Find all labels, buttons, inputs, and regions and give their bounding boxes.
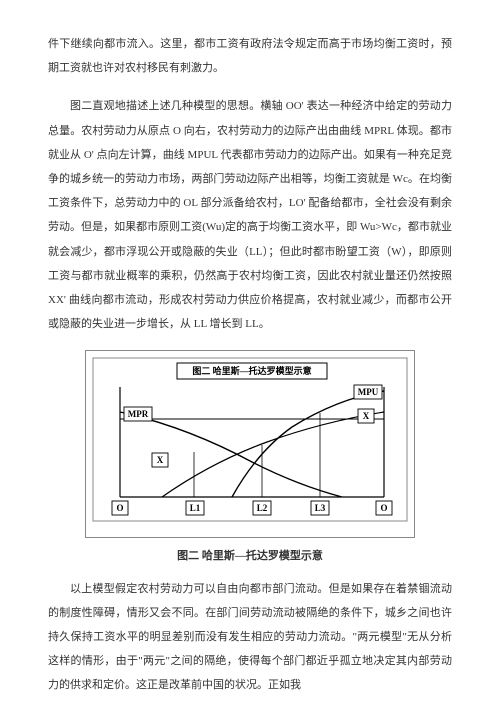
svg-text:O: O <box>116 503 123 513</box>
svg-text:O: O <box>380 503 387 513</box>
paragraph-3: 以上模型假定农村劳动力可以自由向都市部门流动。但是如果存在着禁锢流动的制度性障碍… <box>48 577 452 698</box>
figure-caption: 图二 哈里斯—托达罗模型示意 <box>85 544 415 568</box>
svg-text:MPU: MPU <box>358 387 379 397</box>
harris-todaro-diagram: 图二 哈里斯—托达罗模型示意 MPR MPU <box>92 357 408 522</box>
svg-text:X: X <box>363 411 370 421</box>
figure-inner-title: 图二 哈里斯—托达罗模型示意 <box>192 365 311 376</box>
svg-text:L1: L1 <box>190 503 201 513</box>
svg-text:L2: L2 <box>257 503 268 513</box>
figure-container: 图二 哈里斯—托达罗模型示意 MPR MPU <box>85 350 415 568</box>
paragraph-1: 件下继续向都市流入。这里，都市工资有政府法令规定而高于市场均衡工资时，预期工资就… <box>48 32 452 80</box>
svg-text:MPR: MPR <box>128 409 149 419</box>
svg-text:L3: L3 <box>315 503 326 513</box>
svg-text:X: X <box>157 455 164 465</box>
paragraph-2: 图二直观地描述上述几种模型的思想。横轴 OO' 表达一种经济中给定的劳动力总量。… <box>48 94 452 336</box>
figure-box: 图二 哈里斯—托达罗模型示意 MPR MPU <box>85 350 415 538</box>
